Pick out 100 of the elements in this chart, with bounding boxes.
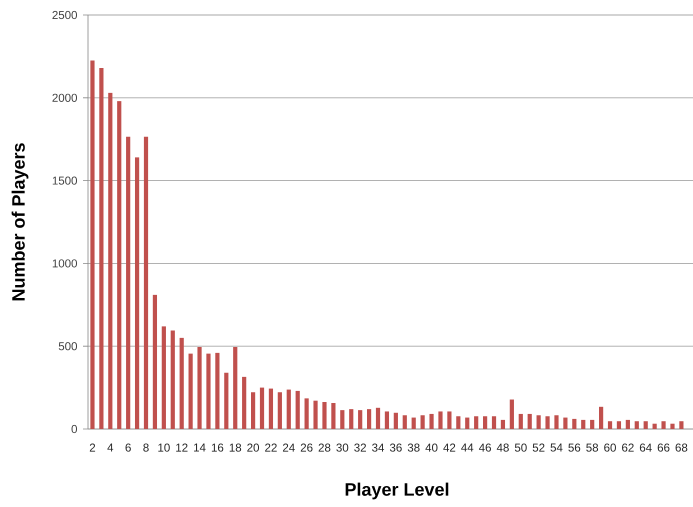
bar bbox=[474, 416, 478, 429]
bar bbox=[304, 398, 309, 429]
bar bbox=[197, 347, 202, 429]
y-tick-label: 1500 bbox=[52, 176, 78, 185]
x-tick-label: 66 bbox=[658, 444, 670, 452]
bar bbox=[268, 388, 274, 429]
bar bbox=[581, 420, 586, 429]
bar bbox=[616, 421, 622, 429]
y-tick-label: 0 bbox=[72, 424, 78, 434]
x-tick-label: 54 bbox=[550, 444, 563, 452]
bar bbox=[242, 376, 246, 429]
y-tick-label: 2500 bbox=[52, 10, 78, 20]
x-tick-label: 38 bbox=[408, 444, 420, 452]
x-tick-label: 58 bbox=[586, 444, 598, 452]
bar bbox=[670, 424, 675, 429]
bar bbox=[340, 410, 344, 429]
x-tick-label: 12 bbox=[176, 444, 188, 452]
bar bbox=[420, 415, 425, 429]
bar bbox=[679, 421, 684, 429]
x-tick-label: 26 bbox=[300, 444, 313, 452]
y-tick-label: 2000 bbox=[52, 94, 78, 102]
bar bbox=[233, 347, 238, 429]
bar bbox=[206, 354, 211, 429]
bar bbox=[126, 136, 130, 429]
x-tick-label: 48 bbox=[496, 444, 509, 452]
x-tick-label: 52 bbox=[532, 444, 544, 452]
bar bbox=[358, 410, 362, 429]
bar bbox=[482, 416, 488, 429]
bar bbox=[492, 416, 496, 429]
bar bbox=[465, 418, 470, 429]
bar bbox=[349, 409, 354, 429]
bar bbox=[108, 92, 112, 429]
bar bbox=[634, 421, 639, 429]
bar bbox=[590, 420, 594, 429]
bar bbox=[536, 415, 541, 429]
bar bbox=[376, 408, 380, 429]
x-tick-label: 68 bbox=[676, 444, 688, 452]
bar bbox=[599, 406, 604, 429]
x-tick-label: 8 bbox=[143, 444, 149, 452]
bar bbox=[528, 414, 532, 429]
bar bbox=[384, 411, 390, 429]
x-tick-label: 42 bbox=[443, 444, 456, 452]
bar bbox=[117, 101, 122, 429]
bar bbox=[134, 157, 140, 429]
x-tick-label: 10 bbox=[158, 444, 170, 452]
x-tick-label: 64 bbox=[640, 444, 652, 452]
x-tick-label: 16 bbox=[212, 444, 224, 452]
bar bbox=[99, 68, 104, 429]
bar bbox=[456, 416, 460, 429]
x-tick-label: 56 bbox=[568, 444, 580, 452]
x-tick-label: 60 bbox=[604, 444, 616, 452]
bar bbox=[500, 420, 506, 429]
x-tick-label: 40 bbox=[425, 444, 438, 452]
bar bbox=[429, 414, 434, 429]
x-tick-label: 22 bbox=[265, 444, 277, 452]
bar bbox=[366, 409, 372, 429]
bar bbox=[394, 412, 398, 429]
bar bbox=[144, 136, 148, 429]
x-tick-label: 28 bbox=[318, 444, 330, 452]
bar bbox=[412, 418, 416, 429]
x-tick-label: 24 bbox=[282, 444, 295, 452]
bar bbox=[260, 388, 264, 429]
bar bbox=[563, 418, 568, 429]
x-tick-label: 36 bbox=[390, 444, 402, 452]
bar bbox=[331, 403, 336, 429]
bar bbox=[652, 424, 657, 429]
y-axis-title: Number of Players bbox=[12, 143, 28, 300]
bar bbox=[180, 338, 184, 429]
bar bbox=[626, 420, 630, 429]
bar bbox=[608, 421, 612, 429]
bar bbox=[286, 390, 291, 429]
x-tick-label: 14 bbox=[194, 444, 206, 452]
bar bbox=[438, 411, 443, 429]
bar bbox=[644, 421, 648, 429]
bar bbox=[296, 390, 300, 429]
bar bbox=[90, 60, 95, 429]
bar bbox=[162, 326, 166, 429]
x-tick-label: 2 bbox=[90, 444, 96, 452]
x-tick-label: 32 bbox=[354, 444, 366, 452]
bar bbox=[661, 421, 666, 429]
bar bbox=[402, 415, 407, 429]
bar bbox=[152, 294, 158, 429]
x-tick-label: 50 bbox=[514, 444, 527, 452]
bar bbox=[250, 392, 256, 429]
x-tick-label: 30 bbox=[336, 444, 348, 452]
x-axis-title: Player Level bbox=[346, 482, 448, 500]
y-tick-label: 1000 bbox=[52, 259, 78, 268]
bar bbox=[554, 415, 559, 429]
x-tick-label: 20 bbox=[247, 444, 260, 452]
x-tick-label: 4 bbox=[107, 444, 114, 452]
bar bbox=[215, 352, 220, 429]
x-tick-label: 46 bbox=[478, 444, 491, 452]
bar bbox=[510, 400, 514, 429]
bar bbox=[170, 330, 175, 429]
bar bbox=[322, 402, 327, 429]
bar bbox=[545, 416, 550, 429]
bar bbox=[313, 400, 318, 429]
x-tick-label: 34 bbox=[372, 444, 384, 452]
bar bbox=[572, 418, 576, 429]
bar bbox=[188, 354, 193, 429]
